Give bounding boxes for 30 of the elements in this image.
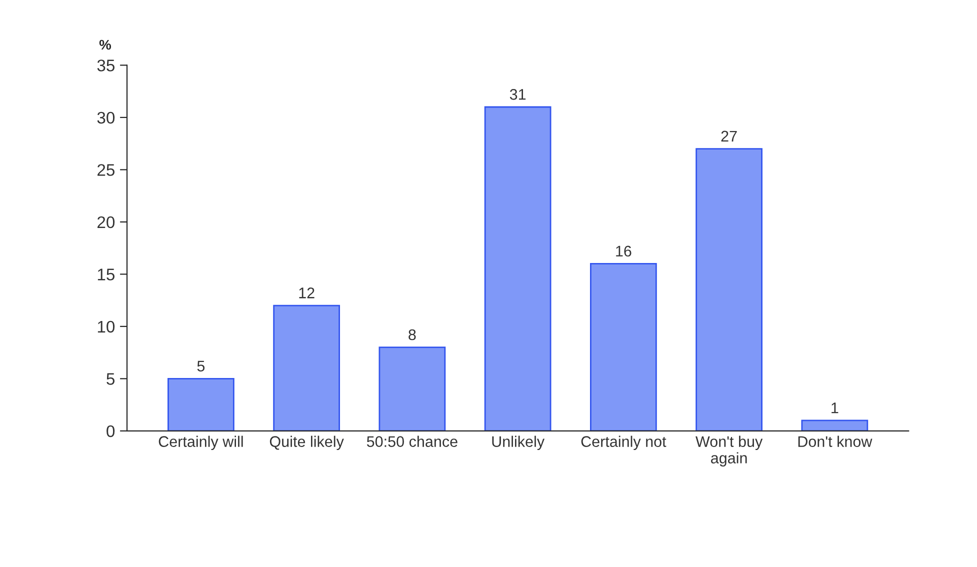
y-tick-label: 5 (106, 373, 115, 385)
y-tick-label: 30 (97, 112, 115, 124)
y-tick-label: 20 (98, 216, 115, 228)
data-label: 1 (832, 402, 838, 414)
data-label: 5 (197, 360, 205, 372)
x-tick-label: Unlikely (492, 436, 545, 450)
bar (696, 148, 762, 431)
x-tick-label: Certainly not (581, 436, 666, 450)
bar (378, 346, 446, 431)
data-label: 27 (721, 130, 737, 142)
x-tick-label: Certainly will (158, 436, 243, 450)
bar (801, 420, 868, 431)
data-label: 12 (299, 288, 314, 298)
data-label: 31 (510, 88, 526, 100)
data-label: 8 (408, 329, 416, 340)
x-tick-label: Won't buy again (696, 436, 763, 466)
y-tick-label: 25 (98, 164, 115, 176)
data-label: 16 (616, 246, 632, 257)
bar (590, 263, 657, 431)
y-tick-label: 0 (106, 425, 115, 438)
y-tick-label: 15 (98, 268, 115, 280)
x-tick-label: Don't know (798, 436, 872, 448)
bar (484, 106, 552, 431)
x-tick-label: Quite likely (270, 436, 344, 450)
y-tick-label: 35 (97, 60, 115, 72)
bar (273, 304, 340, 431)
y-axis-title: % (99, 40, 112, 50)
x-tick-label: 50:50 chance (366, 436, 458, 448)
bar (168, 378, 234, 431)
y-tick-label: 10 (98, 320, 115, 333)
